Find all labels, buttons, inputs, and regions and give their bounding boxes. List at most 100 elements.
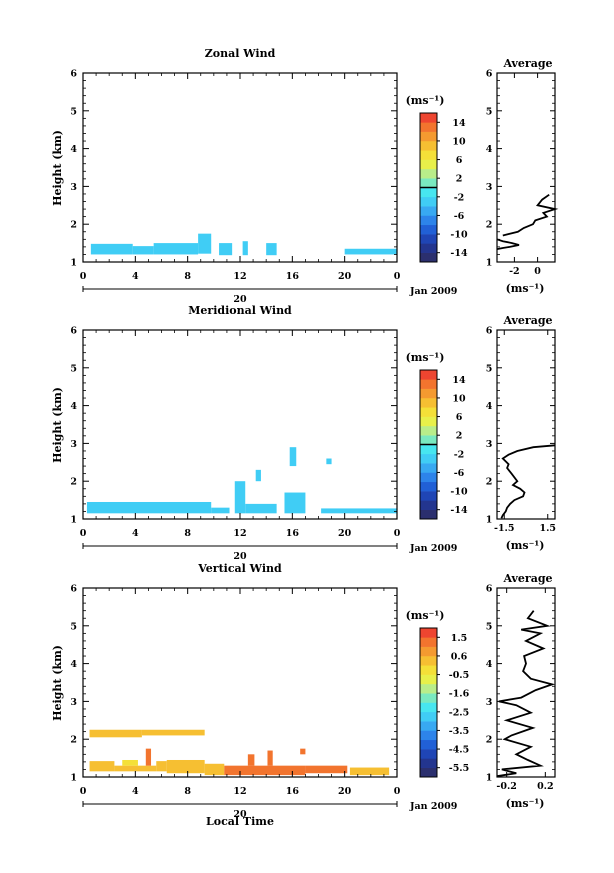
colorbar-band xyxy=(420,674,437,685)
average-x-tick-label: -1.5 xyxy=(494,523,514,534)
y-tick-label: 3 xyxy=(70,697,77,708)
colorbar-tick-label: 2 xyxy=(456,431,463,442)
heatmap-cell xyxy=(204,763,225,776)
colorbar-tick-label: -10 xyxy=(450,230,468,241)
y-tick-label: 3 xyxy=(70,439,77,450)
y-tick-label: 4 xyxy=(70,144,77,155)
y-tick-label: 4 xyxy=(70,659,77,670)
colorbar-band xyxy=(420,187,437,198)
heatmap-cell xyxy=(245,503,277,514)
heatmap-cell xyxy=(166,759,205,774)
y-tick-label: 2 xyxy=(70,735,77,746)
average-y-tick-label: 1 xyxy=(486,773,493,784)
colorbar-band xyxy=(420,252,437,263)
heatmap-cell xyxy=(267,750,273,766)
average-y-tick-label: 2 xyxy=(486,477,493,488)
colorbar-band xyxy=(420,767,437,778)
heatmap-frame xyxy=(82,587,398,778)
x-tick-label: 8 xyxy=(184,271,191,282)
heatmap-cell xyxy=(344,248,397,255)
colorbar-band xyxy=(420,388,437,399)
heatmap-frame xyxy=(82,72,398,263)
x-tick-label: 0 xyxy=(394,528,401,539)
x-tick-label: 0 xyxy=(80,528,87,539)
heatmap-cell xyxy=(156,761,167,772)
colorbar-band xyxy=(420,122,437,132)
x-tick-label: 8 xyxy=(184,786,191,797)
colorbar-band xyxy=(420,758,437,768)
heatmap-cell xyxy=(132,246,154,255)
x-tick-label: 12 xyxy=(233,528,246,539)
colorbar-band xyxy=(420,178,437,188)
panel-zonal-wind: Zonal Wind Average (ms⁻¹) Height (km) 20… xyxy=(51,47,559,305)
colorbar-tick-label: 6 xyxy=(456,155,463,166)
y-axis-label: Height (km) xyxy=(51,645,64,721)
colorbar-band xyxy=(420,481,437,492)
colorbar-band xyxy=(420,435,437,445)
panel-title: Meridional Wind xyxy=(188,304,292,317)
x-axis-label: Local Time xyxy=(206,815,274,828)
y-tick-label: 1 xyxy=(70,515,77,526)
colorbar-band xyxy=(420,140,437,151)
average-frame xyxy=(496,329,556,520)
colorbar-band xyxy=(420,168,437,179)
average-profile-line xyxy=(496,238,520,250)
heatmap-cell xyxy=(145,748,152,766)
x-tick-label: 4 xyxy=(132,528,139,539)
colorbar-band xyxy=(420,739,437,750)
colorbar-band xyxy=(420,224,437,235)
panel-title: Zonal Wind xyxy=(205,47,276,60)
y-axis-label: Height (km) xyxy=(51,130,64,206)
colorbar-band xyxy=(420,721,437,731)
colorbar-tick-label: -3.5 xyxy=(449,726,469,737)
heatmap-cell xyxy=(321,508,397,514)
colorbar-band xyxy=(420,463,437,473)
colorbar-band xyxy=(420,683,437,694)
average-y-tick-label: 5 xyxy=(486,621,493,632)
average-y-tick-label: 6 xyxy=(486,584,493,595)
colorbar-tick-label: -0.5 xyxy=(449,670,469,681)
heatmap-cell xyxy=(122,759,138,766)
average-y-tick-label: 2 xyxy=(486,735,493,746)
colorbar-tick-label: 14 xyxy=(452,118,466,129)
heatmap-cell xyxy=(211,507,230,514)
x-tick-label: 0 xyxy=(394,786,401,797)
colorbar-band xyxy=(420,379,437,389)
average-y-tick-label: 4 xyxy=(486,144,493,155)
y-axis-label: Height (km) xyxy=(51,387,64,463)
colorbar-band xyxy=(420,500,437,510)
colorbar-unit-label: (ms⁻¹) xyxy=(406,94,445,107)
average-x-tick-label: -0.2 xyxy=(496,781,516,792)
colorbar-band xyxy=(420,637,437,647)
y-tick-label: 3 xyxy=(70,182,77,193)
colorbar-tick-label: -2 xyxy=(454,192,465,203)
average-frame xyxy=(496,587,556,778)
heatmap-cell xyxy=(349,767,390,776)
x-tick-label: 20 xyxy=(338,528,352,539)
colorbar-tick-label: -4.5 xyxy=(449,745,469,756)
heatmap-cell xyxy=(255,469,261,482)
colorbar-band xyxy=(420,444,437,455)
x-tick-label: 4 xyxy=(132,786,139,797)
colorbar-band xyxy=(420,646,437,657)
y-tick-label: 6 xyxy=(70,326,77,337)
date-label: Jan 2009 xyxy=(409,801,458,812)
heatmap-cell xyxy=(114,765,157,772)
colorbar-tick-label: -2.5 xyxy=(449,707,469,718)
average-x-label: (ms⁻¹) xyxy=(506,282,545,295)
colorbar-frame xyxy=(419,627,438,778)
x-tick-label: 0 xyxy=(80,271,87,282)
heatmap-cell xyxy=(224,765,306,776)
colorbar-band xyxy=(420,150,437,160)
x-tick-label: 8 xyxy=(184,528,191,539)
y-tick-label: 4 xyxy=(70,401,77,412)
average-x-tick-label: 0 xyxy=(534,266,541,277)
date-label: Jan 2009 xyxy=(409,543,458,554)
panel-title: Vertical Wind xyxy=(197,562,282,575)
average-x-tick-label: -2 xyxy=(509,266,520,277)
heatmap-cell xyxy=(90,243,133,255)
average-y-tick-label: 5 xyxy=(486,363,493,374)
colorbar-band xyxy=(420,730,437,741)
colorbar-tick-label: -6 xyxy=(454,211,465,222)
